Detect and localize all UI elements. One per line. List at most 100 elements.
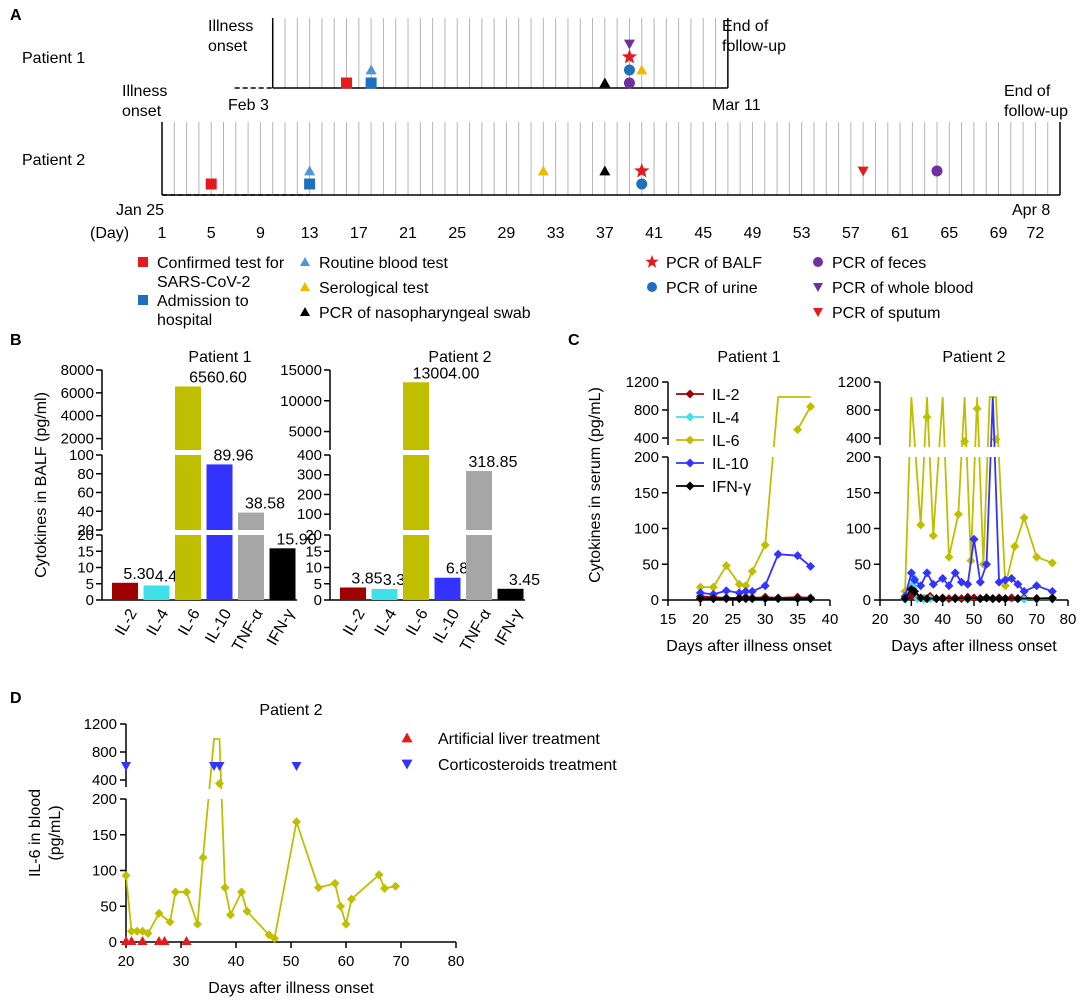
series-point-IFN-γ [760, 594, 770, 604]
corticosteroid-marker [291, 762, 302, 771]
series-point-IL-6 [1047, 558, 1057, 568]
series-point-IL-6 [741, 581, 751, 591]
bar-value-label: 38.58 [245, 496, 285, 513]
bar-category-label: IL-10 [430, 606, 463, 646]
series-IL-10 [904, 396, 1053, 597]
series-point-IL-6 [1032, 552, 1042, 562]
bar-y-tick-label: 100 [69, 447, 94, 464]
series-IL-6 [126, 738, 396, 940]
line-y-tick-label: 150 [846, 485, 871, 502]
bar-value-label: 13004.00 [413, 365, 480, 382]
series-point-IL-10 [906, 568, 916, 578]
patient1-end-label: follow-up [722, 38, 786, 55]
line-x-tick-label: 25 [724, 611, 741, 628]
series-point-IFN-γ [909, 586, 919, 596]
line-y-tick-label: 0 [651, 592, 659, 609]
series-point-IL-6 [182, 887, 191, 897]
series-point-IL-10 [695, 588, 705, 598]
series-line-IL-10 [700, 553, 812, 596]
day-tick-label: 17 [350, 225, 368, 242]
series-point-IL-10 [734, 588, 744, 598]
line-x-tick-label: 20 [118, 953, 135, 970]
series-point-IL-10 [909, 575, 919, 585]
bar-IL-2 [112, 582, 138, 600]
bar-y-tick-label: 20 [77, 522, 94, 539]
timeline-panel: Patient 1 Illness onset End of follow-up Feb … [22, 18, 1068, 329]
series-point-IFN-γ [950, 594, 960, 604]
bar-y-tick-label: 20 [77, 527, 94, 544]
bar-y-tick-label: 60 [77, 485, 94, 502]
bar-y-tick-label: 20 [305, 527, 322, 544]
series-point-IL-10 [806, 561, 816, 571]
series-point-IL-6 [806, 402, 816, 411]
day-tick-label: 49 [744, 225, 762, 242]
line-x-tick-label: 15 [660, 611, 677, 628]
legend-label-corticosteroids: Corticosteroids treatment [438, 757, 617, 774]
series-point-IL-10 [938, 574, 948, 584]
line-x-tick-label: 20 [692, 611, 709, 628]
balf-legend-marker [645, 255, 659, 268]
line-x-tick-label: 70 [393, 953, 410, 970]
series-point-IL-6 [960, 437, 970, 446]
line-x-tick-label: 70 [1028, 611, 1045, 628]
series-point-IL-6 [193, 919, 202, 929]
series-point-IL-6 [198, 853, 208, 863]
bar-y-tick-label: 200 [297, 486, 322, 503]
series-point-IFN-γ [982, 593, 992, 603]
bar-y-tick-label: 40 [77, 503, 94, 520]
legend-marker-artificial-liver [401, 732, 413, 743]
bar-y-tick-label: 80 [77, 466, 94, 483]
line-x-tick-label: 50 [966, 611, 983, 628]
series-point-IL-10 [1013, 579, 1023, 589]
bar-IL-6 [403, 455, 429, 530]
line-y-tick-label: 1200 [838, 374, 871, 391]
line-x-tick-label: 80 [1060, 611, 1077, 628]
series-point-IFN-γ [975, 594, 985, 604]
legend-marker-IFN-γ [685, 481, 695, 491]
admission-legend-label: Admission to [157, 293, 249, 310]
bar-y-tick-label: 10 [77, 560, 94, 577]
line-x-label: Days after illness onset [891, 638, 1057, 655]
line-x-label: Days after illness onset [666, 638, 832, 655]
confirmed-legend-marker [138, 257, 148, 267]
series-point-IL-6 [928, 531, 938, 541]
patient2-end-label: follow-up [1004, 103, 1068, 120]
series-point-IL-10 [928, 579, 938, 589]
day-tick-label: 9 [256, 225, 265, 242]
line-y-tick-label: 400 [634, 430, 659, 447]
line-y-tick-label: 1200 [84, 716, 117, 733]
bar-value-label: 15.90 [276, 531, 316, 548]
series-point-IL-10 [922, 568, 932, 578]
day-tick-label: 33 [547, 225, 565, 242]
bar-y-tick-label: 10 [305, 560, 322, 577]
patient2-sputum-marker [857, 166, 869, 177]
line-y-tick-label: 0 [863, 592, 871, 609]
bar-y-tick-label: 15 [77, 543, 94, 560]
series-line-IL-10 [904, 396, 1053, 597]
bar-value-label: 5.30 [123, 566, 154, 583]
line-x-tick-label: 40 [228, 953, 245, 970]
bar-category-label: TNF-α [457, 606, 495, 654]
patient2-start-date: Jan 25 [116, 202, 164, 219]
series-point-IFN-γ [900, 594, 910, 604]
series-point-IL-10 [969, 534, 979, 544]
series-point-IL-10 [963, 579, 973, 589]
series-line-IL-6 [126, 738, 396, 940]
day-tick-label: 13 [301, 225, 319, 242]
line-y-tick-label: 150 [634, 485, 659, 502]
line-chart-ylabel: IL-6 in blood [27, 789, 44, 877]
bar-category-label: IFN-γ [492, 606, 526, 648]
day-tick-label: 57 [842, 225, 860, 242]
patient2-serological-marker [537, 165, 549, 176]
panel-label-c: C [568, 332, 580, 349]
legend-label-artificial-liver: Artificial liver treatment [438, 731, 600, 748]
series-point-IL-6 [374, 870, 384, 880]
bar-y-tick-label: 0 [86, 592, 94, 609]
line-x-tick-label: 60 [338, 953, 355, 970]
series-point-IL-6 [264, 930, 274, 940]
series-point-IL-6 [215, 779, 224, 788]
line-x-tick-label: 30 [173, 953, 190, 970]
series-point-IL-6 [121, 871, 131, 881]
series-point-IFN-γ [721, 594, 731, 604]
